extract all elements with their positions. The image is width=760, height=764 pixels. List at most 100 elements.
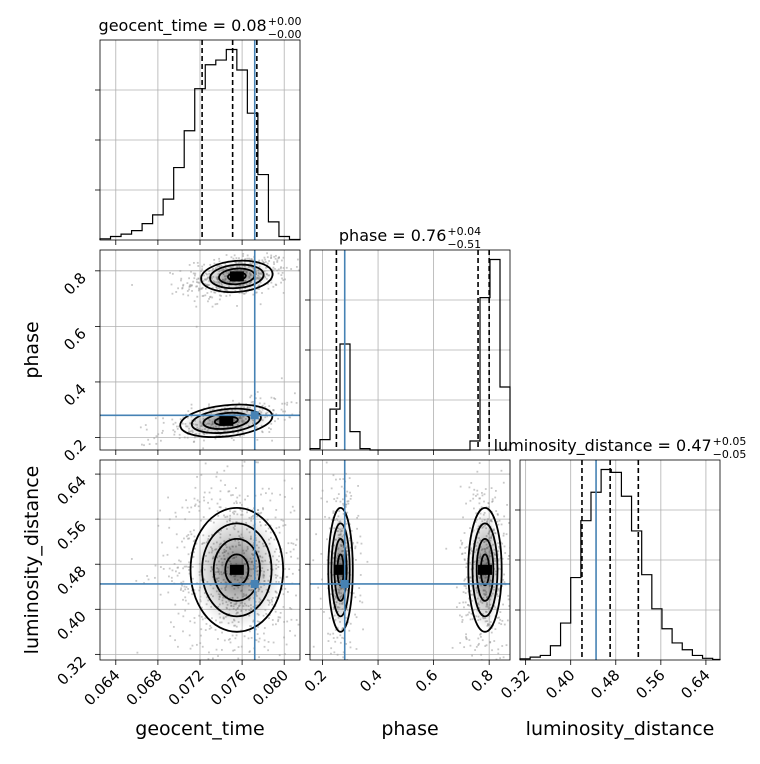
scatter-point: [478, 462, 481, 464]
scatter-point: [176, 546, 179, 549]
scatter-point: [257, 640, 260, 643]
scatter-point: [508, 605, 510, 607]
scatter-point: [359, 574, 362, 576]
scatter-point: [357, 514, 360, 517]
scatter-point: [280, 408, 283, 411]
scatter-point: [339, 634, 342, 637]
scatter-point: [293, 392, 296, 395]
density-peak: [478, 564, 492, 575]
scatter-point: [303, 576, 305, 578]
scatter-point: [274, 283, 277, 286]
scatter-point: [283, 568, 286, 570]
scatter-point: [144, 424, 147, 426]
scatter-point: [194, 272, 197, 275]
scatter-point: [348, 523, 351, 526]
scatter-point: [233, 254, 236, 257]
scatter-point: [256, 515, 259, 518]
scatter-point: [258, 288, 260, 290]
scatter-point: [191, 565, 194, 568]
scatter-point: [155, 435, 158, 438]
scatter-point: [268, 260, 271, 262]
scatter-point: [194, 504, 196, 507]
scatter-point: [169, 635, 172, 637]
scatter-point: [204, 629, 207, 631]
scatter-point: [497, 523, 500, 526]
scatter-point: [218, 257, 221, 260]
scatter-point: [291, 505, 294, 508]
scatter-point: [280, 281, 282, 284]
scatter-point: [267, 527, 270, 530]
scatter-point: [335, 500, 338, 503]
scatter-point: [462, 516, 464, 519]
scatter-point: [505, 644, 508, 647]
scatter-point: [471, 618, 474, 621]
scatter-point: [204, 294, 207, 297]
scatter-point: [208, 297, 210, 300]
scatter-point: [507, 558, 510, 560]
panel-content: [100, 460, 315, 660]
scatter-point: [282, 267, 285, 269]
scatter-point: [203, 282, 206, 285]
scatter-point: [224, 507, 227, 510]
scatter-point: [356, 517, 359, 519]
scatter-point: [264, 524, 267, 526]
scatter-point: [501, 645, 504, 647]
scatter-point: [283, 620, 286, 623]
scatter-point: [178, 437, 181, 440]
scatter-point: [502, 481, 505, 484]
scatter-point: [223, 639, 226, 642]
scatter-point: [191, 644, 194, 647]
scatter-point: [468, 597, 471, 600]
scatter-point: [237, 646, 240, 648]
scatter-point: [161, 429, 164, 432]
scatter-point: [348, 477, 351, 480]
scatter-point: [237, 657, 240, 660]
scatter-point: [187, 410, 190, 413]
x-tick-label: 0.076: [207, 666, 250, 709]
scatter-point: [194, 503, 197, 506]
scatter-point: [274, 257, 277, 260]
scatter-point: [278, 654, 281, 657]
scatter-point: [200, 270, 203, 273]
scatter-point: [458, 602, 461, 604]
scatter-point: [279, 616, 282, 619]
scatter-point: [332, 474, 335, 477]
scatter-point: [186, 436, 189, 439]
scatter-point: [216, 502, 219, 505]
scatter-point: [239, 434, 241, 437]
density-peak: [333, 564, 348, 575]
density-peak: [229, 271, 244, 282]
x-tick-label: 0.064: [81, 666, 124, 709]
scatter-point: [172, 625, 175, 628]
scatter-point: [358, 587, 361, 589]
scatter-point: [279, 551, 281, 554]
scatter-point: [183, 565, 186, 568]
scatter-point: [186, 290, 189, 292]
scatter-point: [502, 656, 505, 659]
scatter-point: [189, 620, 192, 623]
scatter-point: [179, 560, 182, 563]
scatter-point: [249, 396, 252, 399]
scatter-point: [328, 617, 331, 620]
x-tick-label: 0.8: [467, 666, 497, 696]
scatter-point: [180, 277, 183, 280]
scatter-point: [243, 433, 245, 436]
scatter-point: [342, 454, 344, 456]
scatter-point: [284, 278, 286, 281]
scatter-point: [196, 475, 198, 478]
contour-line: [189, 506, 285, 633]
scatter-point: [356, 527, 358, 530]
scatter-point: [313, 577, 315, 579]
scatter-point: [258, 637, 261, 640]
y-tick-label: 0.40: [53, 607, 89, 643]
scatter-point: [178, 433, 181, 436]
scatter-point: [295, 619, 298, 621]
scatter-point: [324, 515, 326, 518]
scatter-point: [291, 572, 294, 575]
scatter-point: [159, 439, 162, 442]
scatter-point: [261, 430, 263, 433]
x-axis-label: luminosity_distance: [526, 718, 715, 740]
scatter-point: [192, 441, 195, 443]
scatter-point: [200, 473, 203, 476]
scatter-point: [219, 289, 221, 292]
